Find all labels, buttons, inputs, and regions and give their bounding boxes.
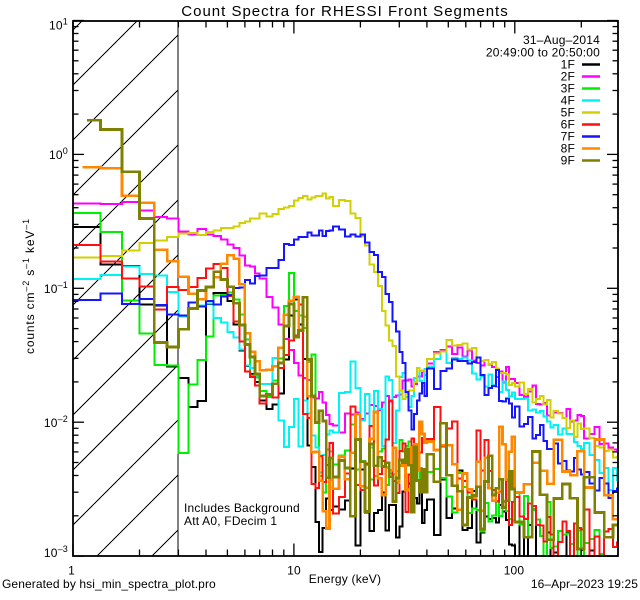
svg-text:Count Spectra for RHESSI Front: Count Spectra for RHESSI Front Segments xyxy=(181,3,508,20)
svg-text:9F: 9F xyxy=(561,154,575,168)
svg-text:6F: 6F xyxy=(561,118,575,132)
svg-text:16–Apr–2023 19:25: 16–Apr–2023 19:25 xyxy=(531,577,638,591)
svg-text:4F: 4F xyxy=(561,94,575,108)
svg-text:1F: 1F xyxy=(561,58,575,72)
svg-text:100: 100 xyxy=(504,564,525,578)
svg-text:8F: 8F xyxy=(561,142,575,156)
svg-text:5F: 5F xyxy=(561,106,575,120)
svg-text:Energy (keV): Energy (keV) xyxy=(309,572,381,586)
svg-text:20:49:00 to 20:50:00: 20:49:00 to 20:50:00 xyxy=(486,46,600,60)
svg-text:counts cm–2 s–1 keV–1: counts cm–2 s–1 keV–1 xyxy=(21,218,37,354)
svg-text:10: 10 xyxy=(287,564,301,578)
svg-text:3F: 3F xyxy=(561,82,575,96)
svg-text:31–Aug–2014: 31–Aug–2014 xyxy=(523,33,600,47)
svg-text:Includes Background: Includes Background xyxy=(184,501,300,515)
svg-text:2F: 2F xyxy=(561,70,575,84)
svg-text:Att A0, FDecim 1: Att A0, FDecim 1 xyxy=(184,514,277,528)
svg-text:7F: 7F xyxy=(561,130,575,144)
svg-text:Generated by hsi_min_spectra_p: Generated by hsi_min_spectra_plot.pro xyxy=(2,577,216,591)
svg-text:1: 1 xyxy=(68,564,75,578)
